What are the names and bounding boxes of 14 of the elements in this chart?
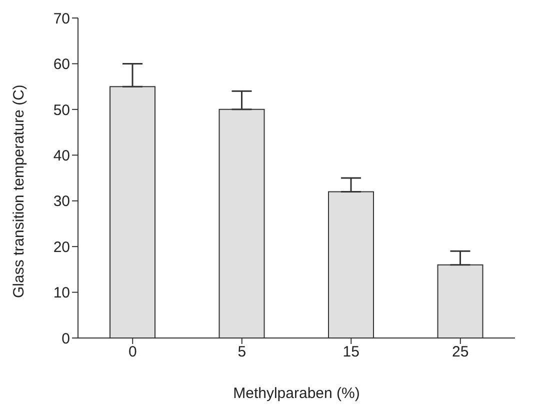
y-tick-label: 0 (62, 330, 70, 348)
x-tick-label: 0 (128, 344, 137, 361)
y-tick-label: 30 (53, 193, 70, 210)
y-tick-label: 40 (53, 147, 70, 164)
y-tick-label: 20 (53, 238, 70, 256)
y-tick-label: 50 (53, 102, 70, 119)
y-tick-label: 70 (53, 10, 70, 28)
x-tick-label: 5 (238, 344, 246, 361)
x-tick-label: 25 (452, 344, 469, 361)
x-tick-label: 15 (342, 344, 360, 361)
y-tick-label: 60 (53, 56, 70, 74)
x-axis-title: Methylparaben (%) (233, 385, 360, 402)
y-axis-title: Glass transition temperature (C) (10, 84, 28, 298)
y-tick-label: 10 (53, 284, 70, 302)
